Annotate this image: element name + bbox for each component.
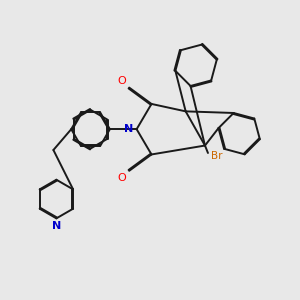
Text: Br: Br xyxy=(211,151,222,161)
Text: O: O xyxy=(118,173,126,183)
Text: N: N xyxy=(124,124,133,134)
Text: N: N xyxy=(52,221,61,231)
Text: O: O xyxy=(118,76,126,85)
